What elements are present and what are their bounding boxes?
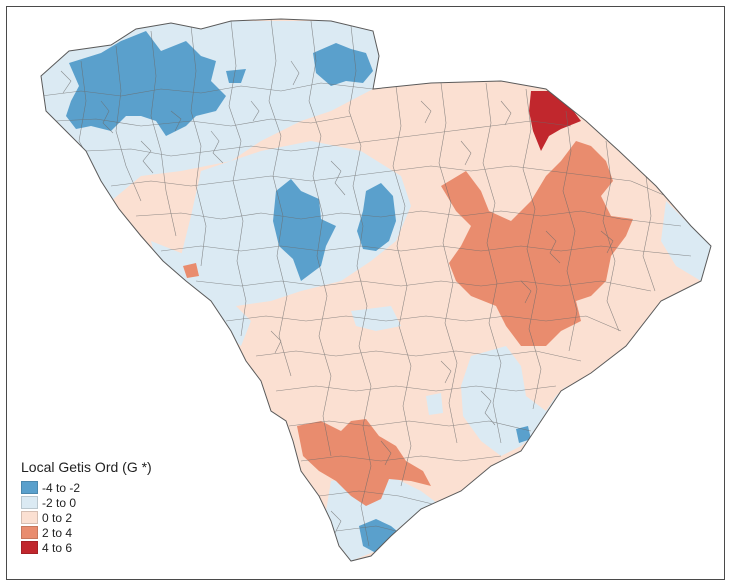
legend-label: 4 to 6: [42, 540, 73, 555]
legend-label: 2 to 4: [42, 525, 73, 540]
region-neg-weak-northeast: [661, 201, 711, 281]
legend-label: -2 to 0: [42, 495, 77, 510]
legend-row: -4 to -2: [21, 480, 152, 495]
legend-label: 0 to 2: [42, 510, 73, 525]
region-neg-weak-small: [426, 393, 443, 415]
region-neg-strong-upstate-west: [226, 69, 246, 83]
region-neg-strong-upstate: [66, 31, 226, 136]
region-neg-strong-north: [313, 43, 373, 86]
choropleth-map: [40, 18, 712, 562]
legend-row: 4 to 6: [21, 540, 152, 555]
legend-row: -2 to 0: [21, 495, 152, 510]
legend-row: 2 to 4: [21, 525, 152, 540]
legend-title: Local Getis Ord (G *): [21, 459, 152, 475]
region-pos-moderate-lowcountry: [297, 419, 431, 506]
legend-swatch: [21, 526, 38, 539]
legend-swatch: [21, 496, 38, 509]
region-neg-strong-mideast: [357, 183, 396, 251]
boundary-lines: [41, 19, 692, 547]
legend-label: -4 to -2: [42, 480, 81, 495]
legend-row: 0 to 2: [21, 510, 152, 525]
region-pos-moderate-small: [183, 263, 199, 278]
legend-swatch: [21, 541, 38, 554]
legend-swatch: [21, 511, 38, 524]
legend-swatch: [21, 481, 38, 494]
region-neg-strong-midwest: [273, 179, 336, 281]
region-pos-moderate-peedee: [441, 141, 633, 346]
